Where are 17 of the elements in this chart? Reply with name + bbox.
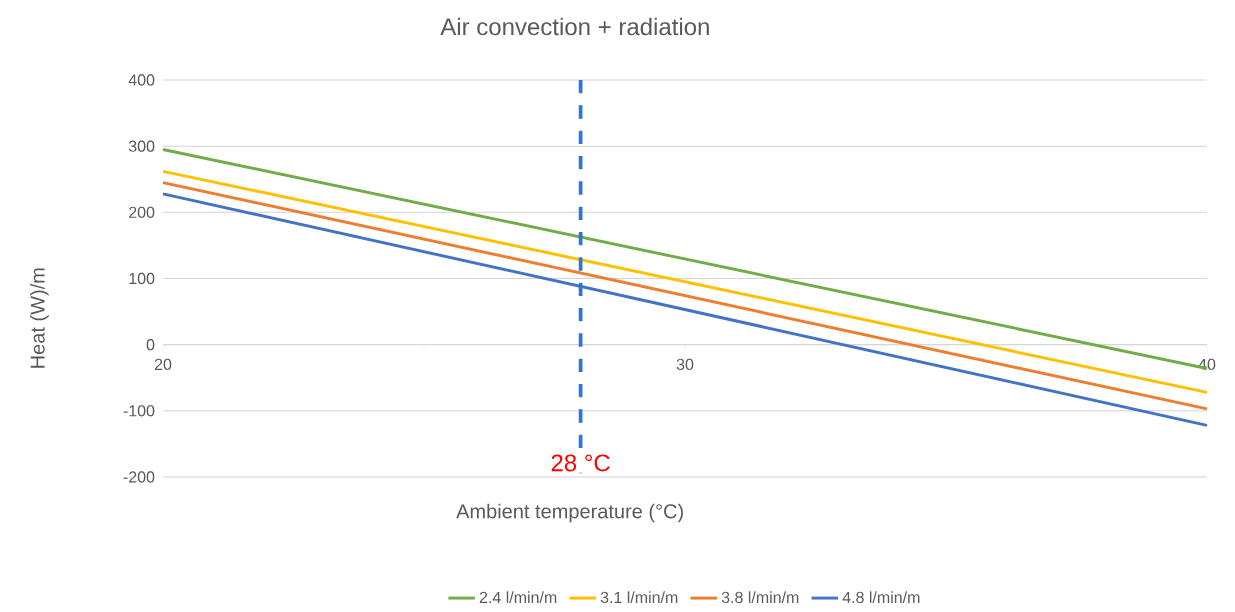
legend-label: 3.1 l/min/m — [600, 591, 678, 604]
legend-label: 3.8 l/min/m — [721, 591, 799, 604]
chart-title: Air convection + radiation — [440, 17, 709, 36]
y-tick-label: 200 — [129, 206, 155, 218]
y-tick-label: -100 — [123, 405, 155, 417]
y-tick-label: -200 — [123, 471, 155, 483]
x-tick-label: 20 — [154, 358, 172, 371]
y-tick-label: 100 — [129, 272, 155, 285]
ref-line-label: 28 °C — [551, 454, 610, 472]
y-tick-label: 400 — [128, 74, 155, 86]
x-axis-title: Ambient temperature (°C) — [456, 503, 683, 523]
legend-label: 4.8 l/min/m — [842, 591, 920, 604]
x-tick-label: 30 — [676, 358, 694, 371]
y-tick-label: 0 — [146, 339, 155, 351]
legend-label: 2.4 l/min/m — [479, 591, 557, 604]
y-tick-label: 300 — [128, 140, 155, 152]
y-axis-title: Heat (W)/m — [30, 268, 49, 368]
